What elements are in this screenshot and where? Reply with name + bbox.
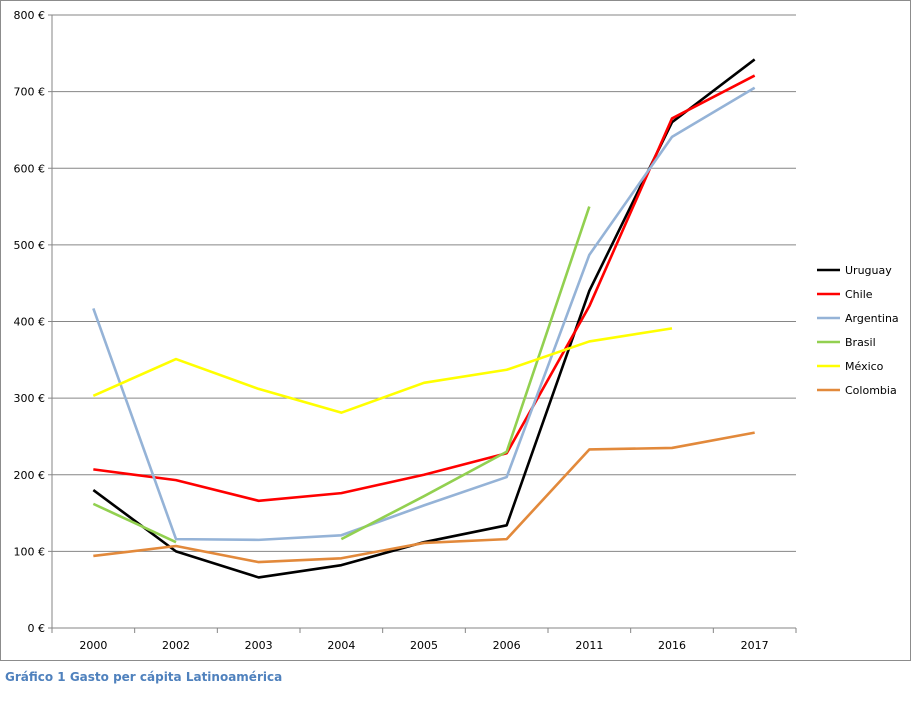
- x-tick-label: 2005: [410, 639, 438, 652]
- x-tick-label: 2004: [327, 639, 355, 652]
- series-line-colombia: [93, 431, 755, 564]
- y-tick-label: 400 €: [14, 316, 46, 329]
- series-line-brasil: [340, 206, 591, 541]
- y-tick-label: 500 €: [14, 239, 46, 252]
- y-tick-label: 700 €: [14, 86, 46, 99]
- series-line-brasil: [92, 502, 177, 544]
- x-tick-label: 2002: [162, 639, 190, 652]
- legend-label: México: [845, 360, 884, 373]
- figure-caption: Gráfico 1 Gasto per cápita Latinoamérica: [5, 670, 283, 684]
- series-line-chile: [93, 74, 756, 503]
- legend-label: Uruguay: [845, 264, 892, 277]
- y-axis-ticks: 0 € 100 € 200 € 300 € 400 € 500 € 600 € 700 € 80…: [14, 9, 46, 635]
- y-tick-label: 100 €: [14, 545, 46, 558]
- x-tick-label: 2003: [245, 639, 273, 652]
- legend: Uruguay Chile Argentina Brasil México Colombi…: [817, 264, 899, 397]
- series-line-méxico: [92, 327, 673, 414]
- y-tick-label: 0 €: [28, 622, 46, 635]
- legend-label: Colombia: [845, 384, 897, 397]
- x-tick-label: 2000: [79, 639, 107, 652]
- x-axis-ticks: 2000 2002 2003 2004 2005 2006 2011 2016 2017: [51, 628, 797, 652]
- y-tick-label: 800 €: [14, 9, 46, 22]
- x-tick-label: 2011: [575, 639, 603, 652]
- x-tick-label: 2016: [658, 639, 686, 652]
- chart-frame: [0, 0, 911, 661]
- series-lines: [92, 58, 756, 579]
- y-tick-label: 300 €: [14, 392, 46, 405]
- legend-label: Brasil: [845, 336, 876, 349]
- y-tick-label: 600 €: [14, 162, 46, 175]
- x-tick-label: 2017: [741, 639, 769, 652]
- gridlines: [48, 14, 796, 633]
- line-chart: 0 € 100 € 200 € 300 € 400 € 500 € 600 € 700 € 80…: [14, 9, 899, 652]
- x-tick-label: 2006: [493, 639, 521, 652]
- series-line-uruguay: [92, 58, 756, 579]
- series-line-argentina: [92, 86, 756, 542]
- legend-label: Argentina: [845, 312, 899, 325]
- legend-label: Chile: [845, 288, 873, 301]
- y-tick-label: 200 €: [14, 469, 46, 482]
